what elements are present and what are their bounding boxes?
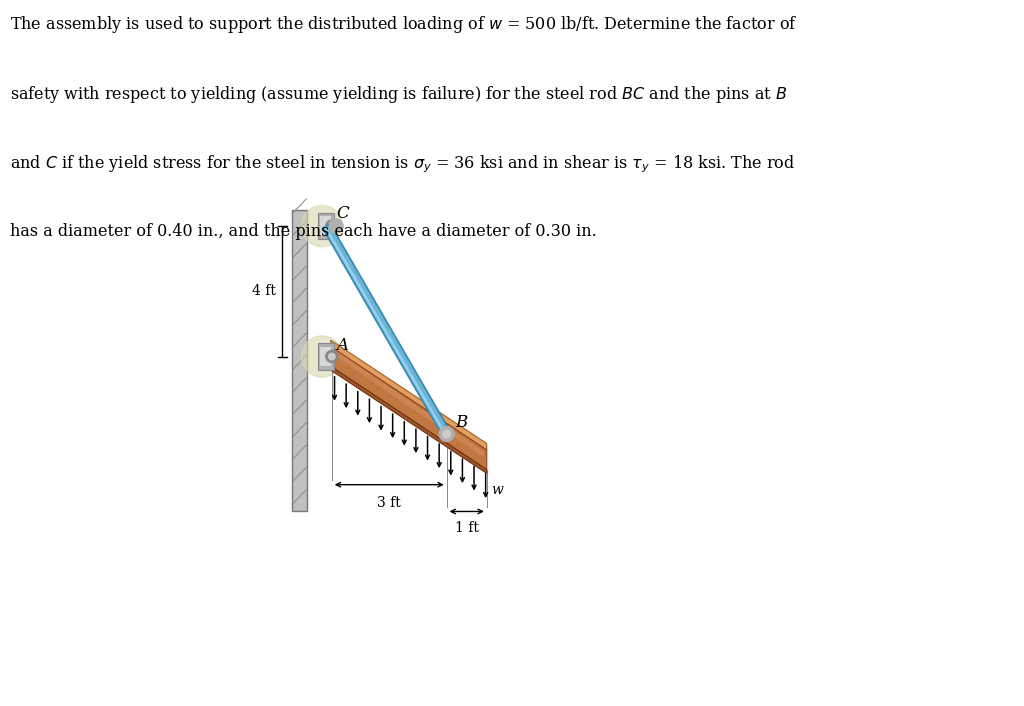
Circle shape — [329, 223, 335, 229]
Bar — [317, 213, 334, 239]
Circle shape — [329, 353, 335, 360]
Polygon shape — [325, 226, 446, 436]
Circle shape — [301, 205, 343, 246]
Polygon shape — [331, 340, 486, 450]
Circle shape — [326, 351, 338, 362]
Text: has a diameter of 0.40 in., and the pins each have a diameter of 0.30 in.: has a diameter of 0.40 in., and the pins… — [10, 223, 597, 240]
Text: 3 ft: 3 ft — [378, 496, 401, 510]
Circle shape — [439, 426, 455, 442]
Bar — [317, 344, 334, 369]
Polygon shape — [331, 347, 486, 469]
Text: C: C — [336, 205, 349, 222]
Text: and $C$ if the yield stress for the steel in tension is $\sigma_y$ = 36 ksi and : and $C$ if the yield stress for the stee… — [10, 154, 796, 175]
Circle shape — [329, 219, 343, 233]
Text: 4 ft: 4 ft — [252, 285, 275, 299]
Bar — [319, 216, 331, 236]
Circle shape — [442, 430, 451, 438]
Text: 1 ft: 1 ft — [455, 521, 478, 535]
Text: B: B — [456, 414, 468, 431]
Text: A: A — [336, 337, 348, 354]
Text: The assembly is used to support the distributed loading of $w$ = 500 lb/ft. Dete: The assembly is used to support the dist… — [10, 14, 798, 35]
Circle shape — [301, 336, 343, 377]
Polygon shape — [323, 224, 451, 436]
Text: w: w — [492, 483, 503, 497]
Polygon shape — [333, 348, 484, 458]
Text: safety with respect to yielding (assume yielding is failure) for the steel rod $: safety with respect to yielding (assume … — [10, 84, 787, 105]
Bar — [319, 347, 331, 366]
Polygon shape — [331, 366, 486, 474]
Circle shape — [326, 220, 338, 232]
Bar — [292, 210, 307, 511]
